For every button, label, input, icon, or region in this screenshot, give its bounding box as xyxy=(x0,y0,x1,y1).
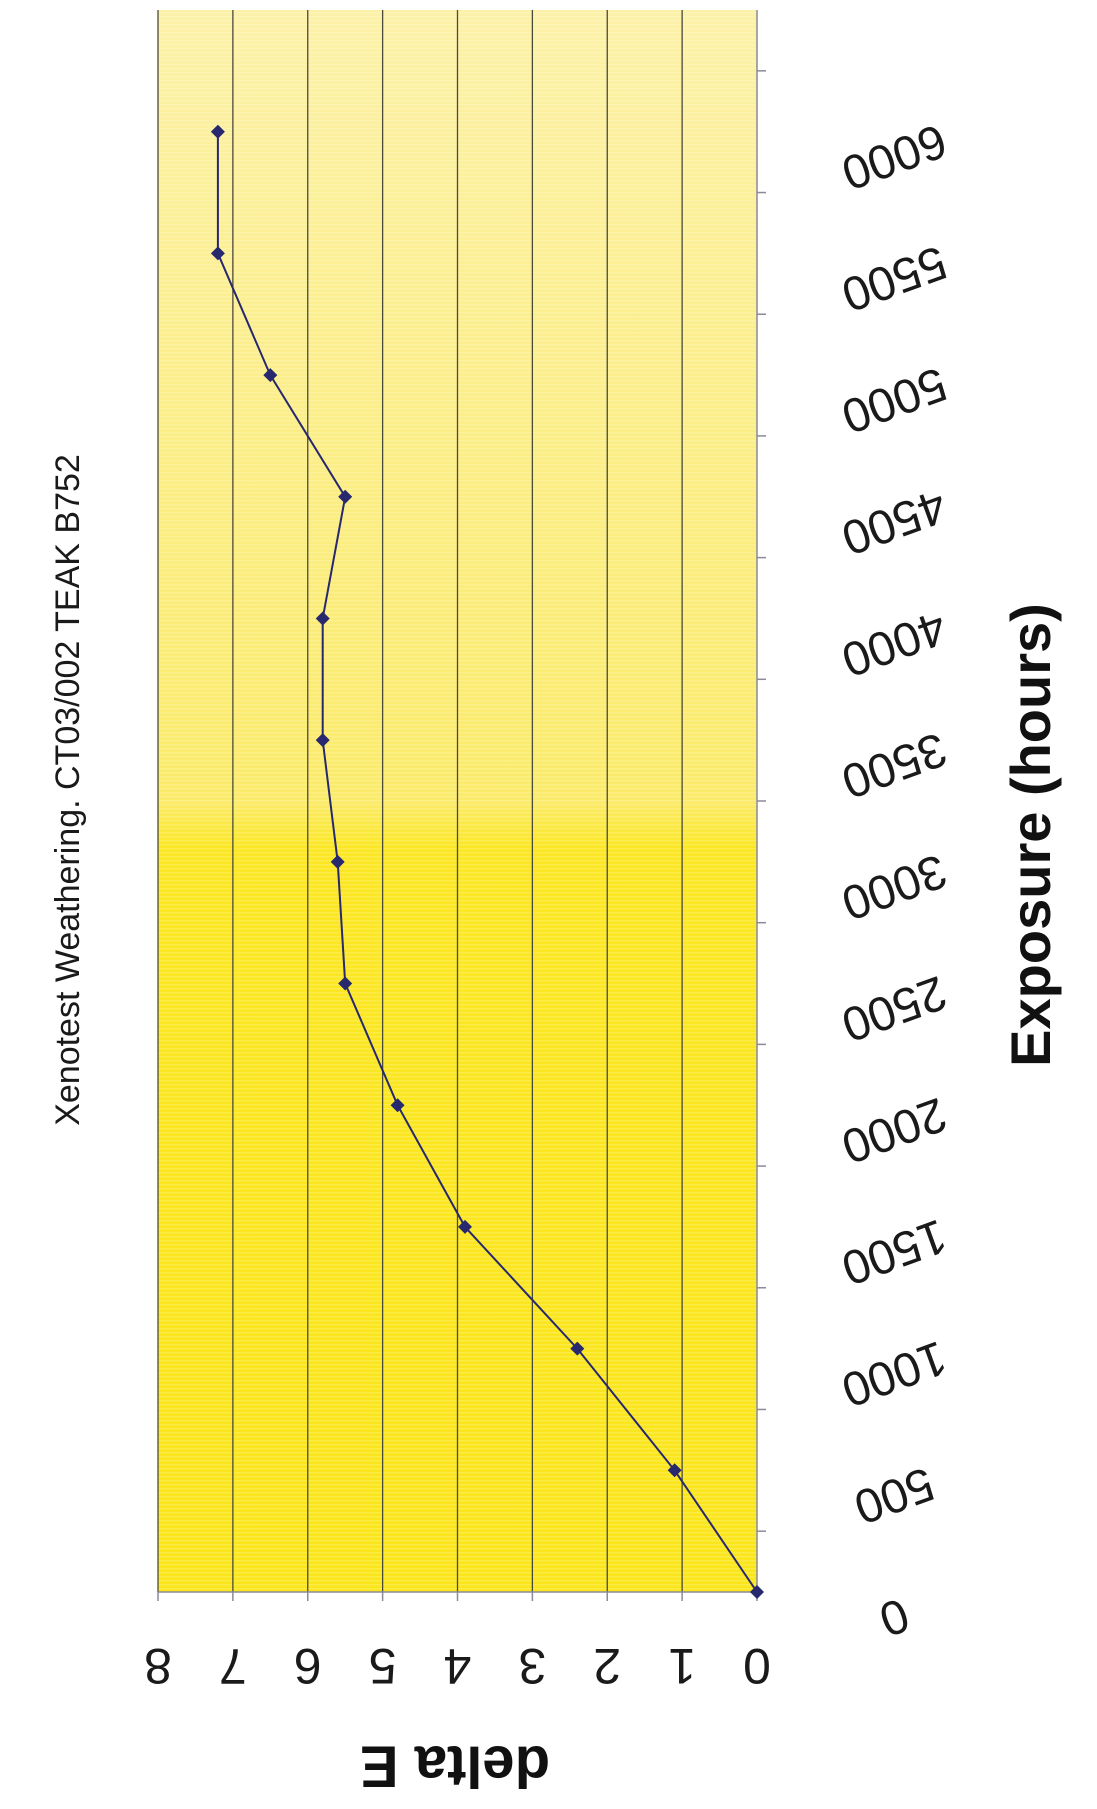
x-tick-label: 1000 xyxy=(835,1330,953,1416)
x-tick-label: 6000 xyxy=(835,113,953,199)
y-tick-label: 2 xyxy=(593,1638,621,1694)
y-tick-label: 8 xyxy=(144,1638,172,1694)
x-tick-label: 5500 xyxy=(835,235,953,321)
y-tick-label: 0 xyxy=(743,1638,771,1694)
axes xyxy=(157,10,766,1601)
data-point-marker xyxy=(667,1463,682,1478)
x-tick-label: 5000 xyxy=(835,357,953,443)
y-tick-label: 3 xyxy=(518,1638,546,1694)
x-axis-title: Exposure (hours) xyxy=(999,603,1062,1067)
x-tick-label: 500 xyxy=(847,1456,940,1533)
data-point-marker xyxy=(210,124,225,139)
gridlines xyxy=(157,10,683,1592)
data-series xyxy=(210,124,764,1599)
data-point-marker xyxy=(210,246,225,261)
plot-area: 0 500 1000 1500 2000 2500 3000 3500 4000 4500 5000… xyxy=(144,10,953,1694)
x-tick-label: 3500 xyxy=(835,722,953,808)
y-tick-label: 1 xyxy=(668,1638,696,1694)
data-point-marker xyxy=(750,1585,764,1599)
y-axis-title: delta E xyxy=(360,1734,550,1799)
y-tick-label: 4 xyxy=(444,1638,472,1694)
y-tick-label: 6 xyxy=(294,1638,322,1694)
y-tick-label: 7 xyxy=(219,1638,247,1694)
x-tick-label: 2500 xyxy=(835,965,953,1051)
chart-title: Xenotest Weathering. CT03/002 TEAK B752 xyxy=(49,454,87,1126)
data-point-marker xyxy=(315,611,330,626)
y-tick-label: 5 xyxy=(369,1638,397,1694)
x-tick-label: 1500 xyxy=(835,1208,953,1294)
x-tick-label: 2000 xyxy=(835,1087,953,1173)
data-point-marker xyxy=(315,733,330,748)
x-tick-label: 0 xyxy=(872,1587,915,1646)
data-point-marker xyxy=(330,854,345,869)
x-tick-label: 3000 xyxy=(835,843,953,929)
data-point-marker xyxy=(338,489,353,504)
data-point-marker xyxy=(338,976,353,991)
data-point-marker xyxy=(457,1219,472,1234)
x-tick-label: 4500 xyxy=(835,478,953,564)
data-point-marker xyxy=(263,368,278,383)
x-tick-label: 4000 xyxy=(835,600,953,686)
data-point-marker xyxy=(390,1098,405,1113)
data-point-marker xyxy=(570,1341,585,1356)
